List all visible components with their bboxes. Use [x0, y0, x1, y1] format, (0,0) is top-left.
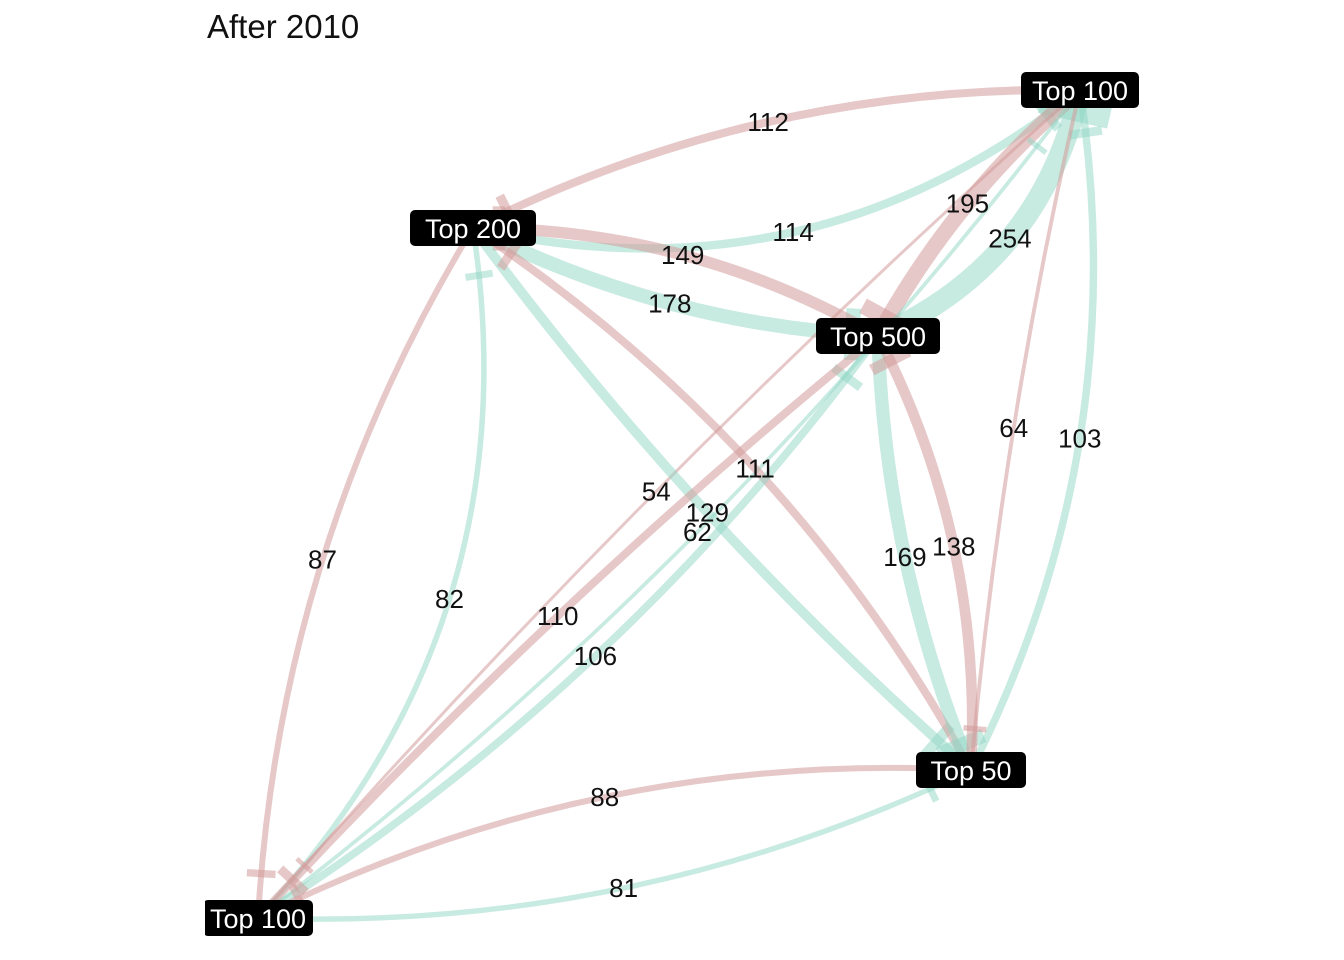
edge-tr-to-bl	[256, 88, 1081, 919]
arrowhead-bl-to-t200	[464, 269, 494, 281]
edge-label: 149	[661, 240, 704, 270]
edge-bl-to-t50	[257, 767, 973, 922]
edge-label: 138	[932, 532, 975, 562]
edge-label: 178	[648, 288, 691, 318]
edge-t500-to-tr	[873, 87, 1091, 346]
edge-t200-to-tr	[472, 86, 1083, 253]
node-label: Top 50	[930, 756, 1011, 786]
edge-t50-to-t500	[873, 333, 978, 771]
arrowhead-t50-to-tr	[1068, 125, 1103, 140]
edge-label: 106	[574, 641, 617, 671]
node-box	[205, 900, 313, 936]
node-label: Top 100	[210, 904, 306, 934]
edge-t50-to-tr	[967, 89, 1098, 772]
edge-tr-to-t50	[969, 89, 1082, 771]
node-label: Top 200	[425, 214, 521, 244]
node-box	[816, 318, 940, 354]
edge-label: 82	[435, 584, 464, 614]
node-box	[1021, 72, 1139, 108]
edge-label: 169	[883, 542, 926, 572]
edge-label: 112	[747, 107, 788, 137]
edge-label: 87	[308, 545, 337, 575]
diagram-title: After 2010	[207, 8, 360, 45]
edge-t50-to-t200	[470, 224, 975, 772]
edge-bl-to-tr	[256, 88, 1082, 920]
arrowhead-bl-to-tr	[1026, 137, 1048, 155]
arrowhead-t50-to-t500	[869, 345, 912, 376]
node-t500: Top 500	[816, 318, 940, 354]
node-tr: Top 100	[1021, 72, 1139, 108]
edge-label: 54	[642, 476, 671, 506]
edge-t50-to-bl	[256, 764, 972, 921]
edge-label: 254	[988, 223, 1031, 253]
edge-label: 129	[686, 498, 729, 528]
edge-label: 88	[590, 782, 619, 812]
nodes-layer: Top 100 Top 200 Top 500 Top 50 Top 100	[205, 72, 1139, 936]
edge-t500-to-bl	[255, 332, 881, 921]
edge-t200-to-bl	[255, 226, 476, 919]
edge-t500-to-t50	[871, 335, 978, 773]
edge-bl-to-t500	[255, 333, 882, 922]
edge-label: 62	[683, 517, 712, 547]
edge-tr-to-t200	[471, 85, 1081, 232]
node-t200: Top 200	[410, 210, 536, 246]
edge-t200-to-t50	[469, 225, 975, 774]
node-bl: Top 100	[205, 900, 313, 936]
node-label: Top 100	[1032, 76, 1128, 106]
edge-label: 111	[735, 454, 775, 484]
edge-label: 64	[999, 413, 1028, 443]
edge-label: 114	[772, 217, 813, 247]
node-box	[916, 752, 1026, 788]
arrowhead-tr-to-t50	[963, 724, 987, 733]
node-t50: Top 50	[916, 752, 1026, 788]
edge-label: 195	[946, 189, 989, 219]
node-box	[410, 210, 536, 246]
edge-label: 81	[609, 873, 638, 903]
edge-bl-to-t200	[255, 227, 487, 920]
edge-label: 103	[1058, 424, 1101, 454]
node-label: Top 500	[830, 322, 926, 352]
edge-label: 110	[537, 601, 578, 631]
arrowhead-t500-to-bl	[277, 865, 309, 896]
arrowhead-t200-to-bl	[246, 869, 276, 879]
